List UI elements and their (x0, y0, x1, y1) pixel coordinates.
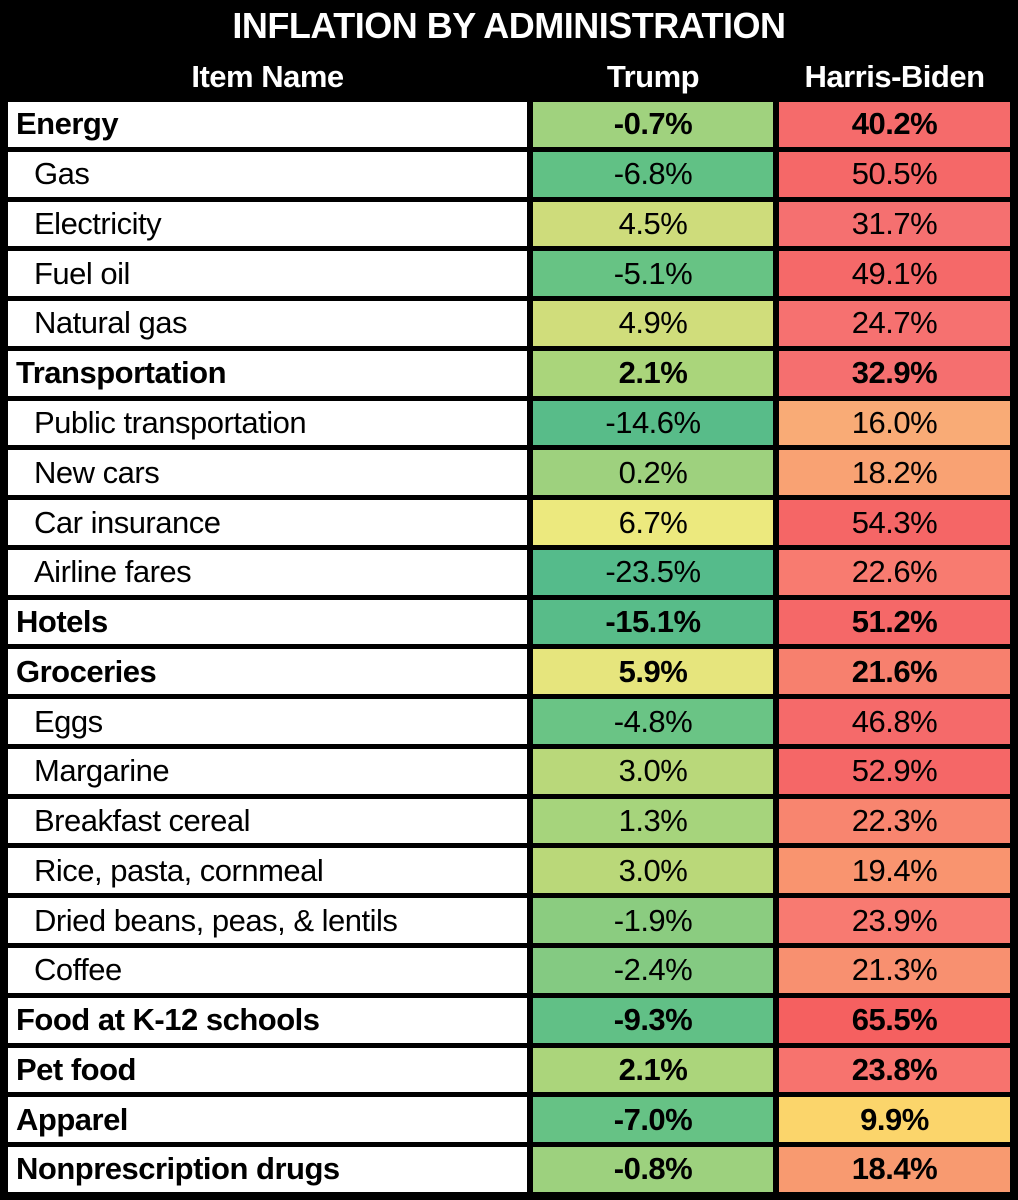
table-row: Breakfast cereal 1.3% 22.3% (8, 798, 1010, 844)
harris-biden-cell: 16.0% (779, 400, 1010, 446)
trump-cell: -7.0% (533, 1097, 773, 1143)
item-cell: Apparel (8, 1097, 527, 1143)
table-row: Public transportation -14.6% 16.0% (8, 400, 1010, 446)
trump-cell: 1.3% (533, 798, 773, 844)
table-row: Gas -6.8% 50.5% (8, 151, 1010, 197)
harris-biden-cell: 32.9% (779, 350, 1010, 396)
trump-cell: -0.8% (533, 1147, 773, 1192)
table-row: Nonprescription drugs -0.8% 18.4% (8, 1147, 1010, 1192)
item-cell: Eggs (8, 699, 527, 744)
table-row: Natural gas 4.9% 24.7% (8, 301, 1010, 346)
harris-biden-cell: 31.7% (779, 201, 1010, 247)
trump-cell: -4.8% (533, 699, 773, 744)
table-row: Groceries 5.9% 21.6% (8, 649, 1010, 695)
table-row: Car insurance 6.7% 54.3% (8, 500, 1010, 545)
item-cell: Food at K-12 schools (8, 997, 527, 1043)
table-row: Food at K-12 schools -9.3% 65.5% (8, 997, 1010, 1043)
table-row: Fuel oil -5.1% 49.1% (8, 251, 1010, 297)
table-row: Apparel -7.0% 9.9% (8, 1097, 1010, 1143)
item-cell: Car insurance (8, 500, 527, 545)
table-body: Energy -0.7% 40.2% Gas -6.8% 50.5% Elect… (0, 102, 1018, 1200)
trump-cell: -2.4% (533, 948, 773, 993)
trump-cell: 4.9% (533, 301, 773, 346)
harris-biden-cell: 22.6% (779, 549, 1010, 595)
harris-biden-cell: 18.2% (779, 450, 1010, 496)
item-cell: Public transportation (8, 400, 527, 446)
trump-cell: 0.2% (533, 450, 773, 496)
table-row: Electricity 4.5% 31.7% (8, 201, 1010, 247)
column-header-harris-biden: Harris-Biden (804, 59, 985, 94)
item-cell: Electricity (8, 201, 527, 247)
item-cell: Coffee (8, 948, 527, 993)
trump-cell: 3.0% (533, 848, 773, 894)
table-row: Hotels -15.1% 51.2% (8, 599, 1010, 645)
table-row: Dried beans, peas, & lentils -1.9% 23.9% (8, 898, 1010, 944)
table-row: Transportation 2.1% 32.9% (8, 350, 1010, 396)
harris-biden-cell: 54.3% (779, 500, 1010, 545)
item-cell: Rice, pasta, cornmeal (8, 848, 527, 894)
trump-cell: 5.9% (533, 649, 773, 695)
item-cell: Groceries (8, 649, 527, 695)
table-row: Eggs -4.8% 46.8% (8, 699, 1010, 744)
trump-cell: 3.0% (533, 748, 773, 794)
trump-cell: -23.5% (533, 549, 773, 595)
trump-cell: 2.1% (533, 1047, 773, 1093)
table-row: New cars 0.2% 18.2% (8, 450, 1010, 496)
column-header-trump: Trump (606, 59, 700, 94)
harris-biden-cell: 19.4% (779, 848, 1010, 894)
item-cell: New cars (8, 450, 527, 496)
item-cell: Energy (8, 102, 527, 147)
item-cell: Margarine (8, 748, 527, 794)
trump-cell: -6.8% (533, 151, 773, 197)
harris-biden-cell: 21.6% (779, 649, 1010, 695)
column-header-row: Item Name Trump Harris-Biden (0, 52, 1018, 102)
trump-cell: 2.1% (533, 350, 773, 396)
harris-biden-cell: 23.8% (779, 1047, 1010, 1093)
item-cell: Natural gas (8, 301, 527, 346)
trump-cell: -15.1% (533, 599, 773, 645)
table-row: Rice, pasta, cornmeal 3.0% 19.4% (8, 848, 1010, 894)
item-cell: Pet food (8, 1047, 527, 1093)
trump-cell: -14.6% (533, 400, 773, 446)
trump-cell: 6.7% (533, 500, 773, 545)
trump-cell: -0.7% (533, 102, 773, 147)
item-cell: Breakfast cereal (8, 798, 527, 844)
table-row: Pet food 2.1% 23.8% (8, 1047, 1010, 1093)
harris-biden-cell: 22.3% (779, 798, 1010, 844)
trump-cell: 4.5% (533, 201, 773, 247)
harris-biden-cell: 50.5% (779, 151, 1010, 197)
trump-cell: -9.3% (533, 997, 773, 1043)
harris-biden-cell: 18.4% (779, 1147, 1010, 1192)
harris-biden-cell: 21.3% (779, 948, 1010, 993)
harris-biden-cell: 52.9% (779, 748, 1010, 794)
column-header-item-name: Item Name (191, 59, 344, 94)
harris-biden-cell: 51.2% (779, 599, 1010, 645)
harris-biden-cell: 24.7% (779, 301, 1010, 346)
harris-biden-cell: 65.5% (779, 997, 1010, 1043)
item-cell: Nonprescription drugs (8, 1147, 527, 1192)
table-row: Coffee -2.4% 21.3% (8, 948, 1010, 993)
harris-biden-cell: 9.9% (779, 1097, 1010, 1143)
harris-biden-cell: 40.2% (779, 102, 1010, 147)
harris-biden-cell: 46.8% (779, 699, 1010, 744)
item-cell: Transportation (8, 350, 527, 396)
item-cell: Gas (8, 151, 527, 197)
trump-cell: -1.9% (533, 898, 773, 944)
page-title: INFLATION BY ADMINISTRATION (232, 5, 786, 46)
item-cell: Dried beans, peas, & lentils (8, 898, 527, 944)
harris-biden-cell: 23.9% (779, 898, 1010, 944)
table-row: Energy -0.7% 40.2% (8, 102, 1010, 147)
trump-cell: -5.1% (533, 251, 773, 297)
harris-biden-cell: 49.1% (779, 251, 1010, 297)
item-cell: Fuel oil (8, 251, 527, 297)
table-row: Margarine 3.0% 52.9% (8, 748, 1010, 794)
item-cell: Airline fares (8, 549, 527, 595)
item-cell: Hotels (8, 599, 527, 645)
table-row: Airline fares -23.5% 22.6% (8, 549, 1010, 595)
